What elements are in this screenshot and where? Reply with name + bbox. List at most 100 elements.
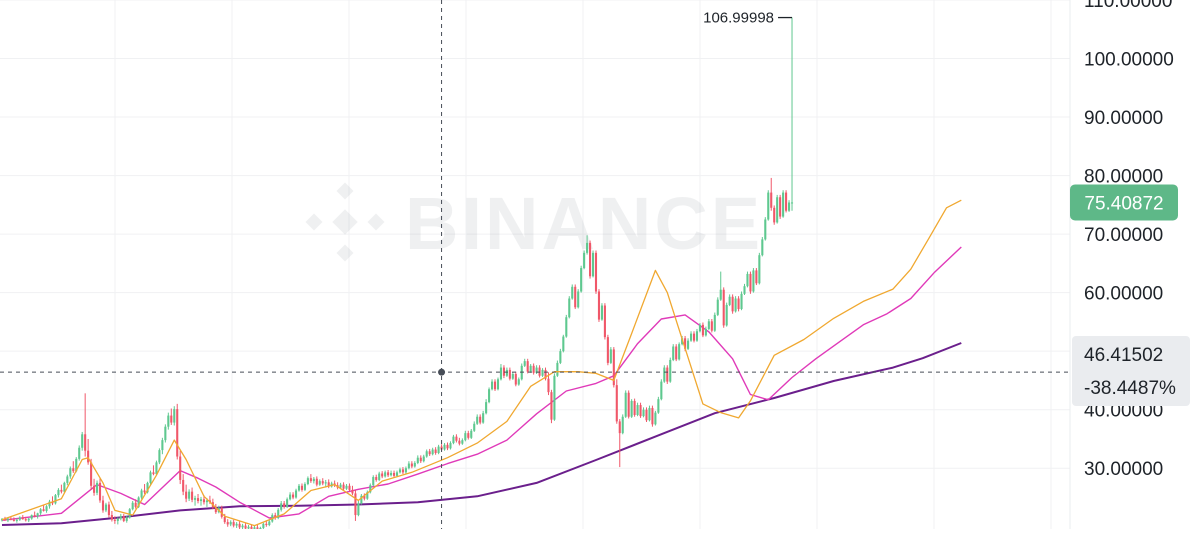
candle [689, 333, 693, 341]
candle [413, 462, 416, 467]
candle [95, 482, 99, 493]
candle [586, 242, 589, 253]
candle [268, 521, 271, 526]
candle [782, 192, 785, 217]
candle [60, 489, 63, 492]
candle [0, 519, 4, 521]
candle [597, 291, 601, 320]
candle [565, 317, 568, 337]
candle [149, 472, 152, 483]
candle [375, 477, 378, 480]
candle [722, 289, 725, 326]
candle [606, 337, 609, 363]
candle [461, 440, 464, 444]
candle [30, 515, 33, 519]
candle [660, 381, 663, 400]
candle [232, 522, 235, 526]
candle [431, 449, 434, 455]
candle [286, 499, 289, 507]
candle [54, 495, 57, 504]
candle [496, 379, 500, 390]
candle [630, 400, 633, 417]
high-marker-label: 106.99998 [703, 10, 774, 27]
candle [499, 367, 503, 380]
candle [648, 407, 651, 421]
candle [78, 447, 81, 459]
candle [131, 502, 134, 510]
candle [636, 405, 639, 415]
candle [363, 495, 366, 499]
candle [306, 478, 309, 485]
candle [541, 369, 544, 376]
candle [770, 192, 773, 208]
candle [698, 324, 701, 332]
candle [731, 296, 734, 312]
candle [449, 443, 452, 449]
candle [125, 517, 128, 521]
price-tick-label: 70.00000 [1084, 225, 1163, 246]
candle [532, 365, 535, 373]
candle [392, 472, 396, 476]
candle [161, 440, 164, 451]
candle [39, 509, 42, 514]
candle [707, 321, 710, 329]
candle [580, 268, 583, 292]
candle [229, 522, 232, 525]
candle [24, 519, 27, 521]
candle [493, 381, 497, 390]
candle [544, 369, 547, 379]
candle [119, 516, 122, 519]
candle [327, 482, 330, 487]
candle [235, 523, 238, 526]
candle [354, 493, 357, 516]
candle [491, 381, 494, 390]
crosshair-price-label: 46.41502 [1084, 345, 1163, 366]
candle [556, 362, 559, 376]
candle [223, 516, 226, 523]
candle [740, 293, 743, 310]
candle [574, 286, 577, 308]
candle [90, 462, 93, 486]
candle [437, 446, 440, 454]
candle [675, 346, 678, 360]
candle [642, 409, 645, 417]
candle [179, 456, 182, 480]
candle [33, 515, 36, 517]
candle [583, 252, 586, 269]
price-tick-label: 100.00000 [1084, 50, 1174, 71]
candle [253, 527, 256, 530]
candle [66, 476, 69, 483]
candle [63, 482, 66, 492]
candle [621, 416, 624, 434]
candle [773, 207, 776, 223]
candle [571, 286, 574, 299]
candle [315, 478, 318, 485]
candle [761, 239, 764, 256]
candle [651, 407, 654, 425]
candle [262, 523, 265, 528]
candle [743, 286, 746, 294]
candle [669, 359, 672, 382]
candle [202, 499, 206, 503]
last-price-label: 75.40872 [1084, 193, 1163, 214]
candle [69, 468, 72, 477]
price-axis[interactable]: 30.0000040.0000060.0000070.0000080.00000… [1070, 0, 1190, 480]
last-price-tag [1070, 184, 1178, 221]
candle [72, 468, 75, 472]
candle [318, 481, 321, 485]
candle [241, 525, 244, 528]
candle [681, 338, 684, 345]
crosshair-dot [438, 368, 446, 376]
candle [657, 399, 660, 413]
candle [101, 500, 105, 511]
candle [401, 469, 404, 473]
candle [529, 365, 532, 372]
candle [591, 252, 595, 277]
candle [755, 270, 758, 284]
candle [488, 389, 491, 403]
candle [12, 519, 15, 521]
candle [324, 482, 327, 484]
candle [384, 472, 387, 477]
